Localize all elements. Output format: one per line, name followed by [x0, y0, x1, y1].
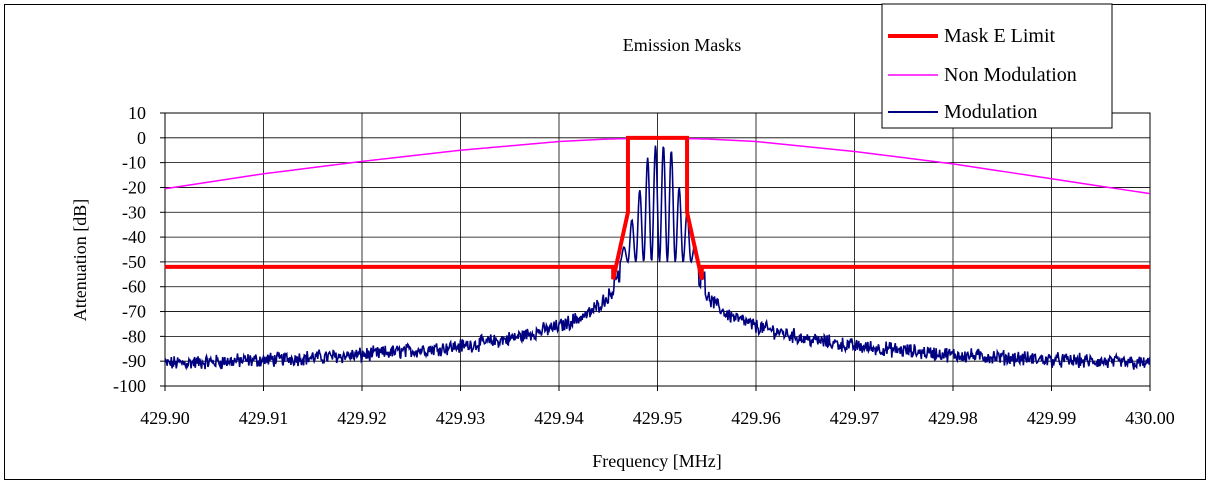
x-tick-label: 429.91: [239, 408, 289, 428]
y-tick-label: -30: [122, 202, 146, 222]
y-axis-label: Attenuation [dB]: [70, 199, 90, 321]
y-tick-label: -50: [122, 252, 146, 272]
x-tick-label: 429.95: [633, 408, 683, 428]
y-tick-label: -20: [122, 177, 146, 197]
legend-label-mask-e-limit: Mask E Limit: [944, 25, 1056, 47]
x-axis-ticks: 429.90 429.91 429.92 429.93 429.94 429.95 429.…: [140, 386, 1175, 428]
legend-label-non-modulation: Non Modulation: [944, 64, 1077, 86]
y-tick-label: -100: [113, 376, 146, 396]
x-tick-label: 429.99: [1027, 408, 1077, 428]
y-tick-label: -90: [122, 351, 146, 371]
y-tick-label: 10: [128, 103, 146, 123]
y-tick-label: -80: [122, 326, 146, 346]
legend-label-modulation: Modulation: [944, 101, 1037, 123]
y-axis-ticks: 10 0 -10 -20 -30 -40 -50 -60 -70 -80 -90 -100: [113, 103, 165, 396]
x-tick-label: 429.94: [534, 408, 584, 428]
x-tick-label: 429.90: [140, 408, 190, 428]
x-tick-label: 429.93: [436, 408, 486, 428]
legend: Mask E Limit Non Modulation Modulation: [881, 3, 1113, 129]
x-tick-label: 430.00: [1125, 408, 1175, 428]
y-tick-label: -10: [122, 153, 146, 173]
x-tick-label: 429.98: [928, 408, 978, 428]
series-mask-e-limit-line: [165, 135, 1150, 280]
y-tick-label: 0: [137, 128, 146, 148]
legend-box: [881, 3, 1113, 129]
y-tick-label: -40: [122, 227, 146, 247]
x-tick-label: 429.97: [830, 408, 880, 428]
x-axis-label: Frequency [MHz]: [592, 451, 721, 471]
y-tick-label: -60: [122, 277, 146, 297]
x-tick-label: 429.92: [337, 408, 387, 428]
x-tick-label: 429.96: [731, 408, 781, 428]
y-tick-label: -70: [122, 302, 146, 322]
series-modulation-line: [165, 145, 1150, 371]
chart-title: Emission Masks: [623, 35, 742, 55]
series-layer: [165, 135, 1150, 371]
